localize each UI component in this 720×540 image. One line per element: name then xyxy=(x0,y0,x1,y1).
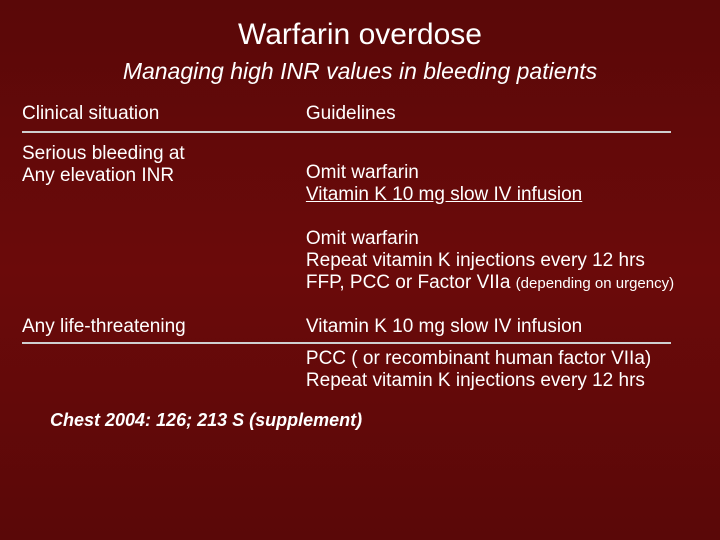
slide-subtitle: Managing high INR values in bleeding pat… xyxy=(22,58,698,85)
citation-text: Chest 2004: 126; 213 S (supplement) xyxy=(50,410,698,431)
situation-text: Serious bleeding at xyxy=(22,143,296,165)
situation-cell: Any life-threatening xyxy=(22,316,306,338)
guideline-text-part: FFP, PCC or Factor VIIa xyxy=(306,272,516,293)
guideline-text: Repeat vitamin K injections every 12 hrs xyxy=(306,250,698,272)
guideline-text: FFP, PCC or Factor VIIa (depending on ur… xyxy=(306,272,698,294)
guidelines-table: Clinical situation Guidelines Serious bl… xyxy=(22,103,698,392)
guideline-text: Omit warfarin xyxy=(306,228,698,250)
table-row: Omit warfarin Repeat vitamin K injection… xyxy=(22,228,698,294)
guideline-cell: Omit warfarin Vitamin K 10 mg slow IV in… xyxy=(306,143,698,206)
header-left: Clinical situation xyxy=(22,103,306,125)
slide-container: Warfarin overdose Managing high INR valu… xyxy=(0,0,720,431)
situation-text: Any elevation INR xyxy=(22,165,296,187)
slide-title: Warfarin overdose xyxy=(22,18,698,52)
guideline-text-note: (depending on urgency) xyxy=(516,275,674,292)
table-row: Any life-threatening Vitamin K 10 mg slo… xyxy=(22,316,698,338)
spacer xyxy=(306,143,698,162)
table-row: Serious bleeding at Any elevation INR Om… xyxy=(22,143,698,206)
situation-cell-empty xyxy=(22,228,306,294)
guideline-cell: PCC ( or recombinant human factor VIIa) … xyxy=(306,348,698,392)
guideline-cell: Vitamin K 10 mg slow IV infusion xyxy=(306,316,698,338)
guideline-cell: Omit warfarin Repeat vitamin K injection… xyxy=(306,228,698,294)
divider xyxy=(22,342,671,344)
table-row-continued: PCC ( or recombinant human factor VIIa) … xyxy=(22,348,698,392)
table-header-row: Clinical situation Guidelines xyxy=(22,103,698,125)
guideline-text: PCC ( or recombinant human factor VIIa) xyxy=(306,348,698,370)
guideline-text: Vitamin K 10 mg slow IV infusion xyxy=(306,316,698,338)
guideline-text: Repeat vitamin K injections every 12 hrs xyxy=(306,370,698,392)
guideline-text-underline: Vitamin K 10 mg slow IV infusion xyxy=(306,184,698,206)
situation-text: Any life-threatening xyxy=(22,316,296,338)
header-right: Guidelines xyxy=(306,103,698,125)
situation-cell: Serious bleeding at Any elevation INR xyxy=(22,143,306,206)
divider xyxy=(22,131,671,133)
situation-cell-empty xyxy=(22,348,306,392)
guideline-text: Omit warfarin xyxy=(306,162,698,184)
